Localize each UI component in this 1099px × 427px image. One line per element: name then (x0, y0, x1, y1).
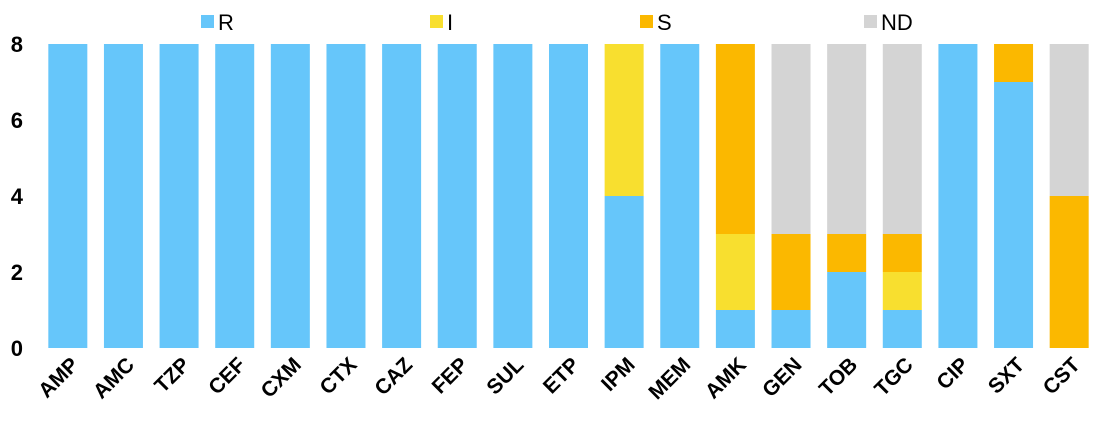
bar-tzp-r (159, 44, 199, 348)
bar-caz-r (382, 44, 422, 348)
bar-tob-r (827, 272, 867, 348)
bar-ipm-r (604, 196, 644, 348)
bar-amp-r (48, 44, 88, 348)
legend-swatch-i (430, 15, 443, 28)
legend-label-s: S (657, 10, 672, 35)
bar-cef-r (215, 44, 255, 348)
bar-cxm-r (270, 44, 310, 348)
bar-cip-r (938, 44, 978, 348)
x-tick-label: CXM (257, 353, 306, 402)
bar-tob-s (827, 234, 867, 272)
x-tick-label: MEM (644, 353, 695, 404)
legend-swatch-nd (864, 15, 877, 28)
legend-label-i: I (447, 10, 453, 35)
y-tick-label: 4 (11, 184, 24, 209)
y-tick-label: 2 (11, 260, 23, 285)
bar-amc-r (103, 44, 143, 348)
x-tick-label: FEP (428, 353, 473, 398)
x-tick-label: AMK (701, 353, 751, 403)
x-tick-label: CEF (204, 353, 250, 399)
y-tick-label: 0 (11, 336, 23, 361)
bar-tgc-s (882, 234, 922, 272)
bar-gen-s (771, 234, 811, 310)
bar-tgc-r (882, 310, 922, 348)
bars (48, 44, 1089, 348)
legend: R I S ND (201, 10, 913, 35)
bar-amk-s (715, 44, 755, 234)
x-tick-label: CTX (316, 353, 362, 399)
x-tick-label: TZP (150, 353, 194, 397)
bar-amk-r (715, 310, 755, 348)
bar-tob-nd (827, 44, 867, 234)
x-tick-label: CIP (932, 353, 973, 394)
x-tick-label: SXT (984, 353, 1029, 398)
bar-mem-r (660, 44, 700, 348)
bar-ctx-r (326, 44, 366, 348)
bar-sxt-s (994, 44, 1034, 82)
legend-swatch-s (640, 15, 653, 28)
bar-tgc-nd (882, 44, 922, 234)
bar-amk-i (715, 234, 755, 310)
y-tick-label: 8 (11, 32, 23, 57)
bar-fep-r (437, 44, 477, 348)
y-axis: 0 2 4 6 8 (11, 32, 24, 361)
x-tick-label: AMP (34, 353, 83, 402)
legend-swatch-r (201, 15, 214, 28)
x-tick-label: IPM (597, 353, 640, 396)
bar-ipm-i (604, 44, 644, 196)
x-tick-label: GEN (758, 353, 806, 401)
bar-tgc-i (882, 272, 922, 310)
bar-gen-nd (771, 44, 811, 234)
bar-sxt-r (994, 82, 1034, 348)
x-tick-label: CAZ (370, 353, 417, 400)
x-tick-label: SUL (482, 353, 528, 399)
x-tick-label: TOB (815, 353, 862, 400)
x-tick-label: AMC (89, 353, 139, 403)
bar-cst-nd (1049, 44, 1089, 196)
x-tick-label: TGC (870, 353, 918, 401)
bar-gen-r (771, 310, 811, 348)
x-tick-label: ETP (539, 353, 584, 398)
bar-etp-r (549, 44, 588, 348)
x-tick-label: CST (1039, 353, 1085, 399)
y-tick-label: 6 (11, 108, 23, 133)
legend-label-nd: ND (881, 10, 913, 35)
x-axis: AMP AMC TZP CEF CXM CTX CAZ FEP SUL ETP IPM MEM AMK G… (34, 353, 1085, 404)
bar-sul-r (493, 44, 533, 348)
legend-label-r: R (218, 10, 234, 35)
bar-cst-s (1049, 196, 1089, 348)
